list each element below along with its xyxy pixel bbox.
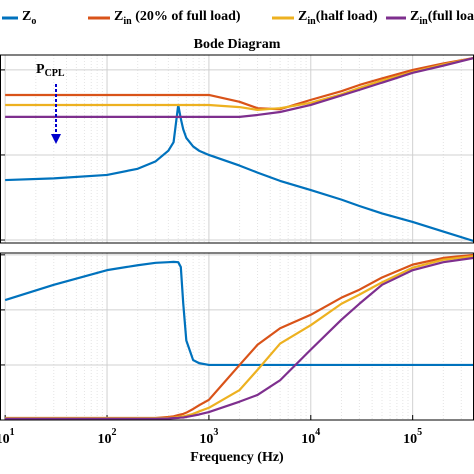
annotation: PCPL [36, 62, 65, 79]
annotation-arrowhead [51, 134, 61, 144]
legend-label: Zo [22, 9, 36, 27]
x-axis-label: Frequency (Hz) [190, 450, 284, 465]
legend-label: Zin(half load) [298, 9, 378, 27]
chart-title: Bode Diagram [194, 37, 281, 52]
x-tick-label: 104 [301, 427, 320, 447]
legend-label: Zin (20% of full load) [114, 9, 241, 27]
series-line [4, 260, 474, 367]
legend-label: Zin(full load) [410, 9, 474, 27]
series-line [5, 103, 474, 243]
series-line [5, 56, 474, 118]
series-line [5, 56, 474, 111]
series-line [5, 256, 474, 420]
x-tick-label: 102 [98, 427, 117, 447]
x-tick-label: 103 [199, 427, 218, 447]
x-tick-label: 105 [403, 427, 422, 447]
series-line [5, 56, 474, 111]
x-tick-label: 101 [0, 427, 15, 447]
